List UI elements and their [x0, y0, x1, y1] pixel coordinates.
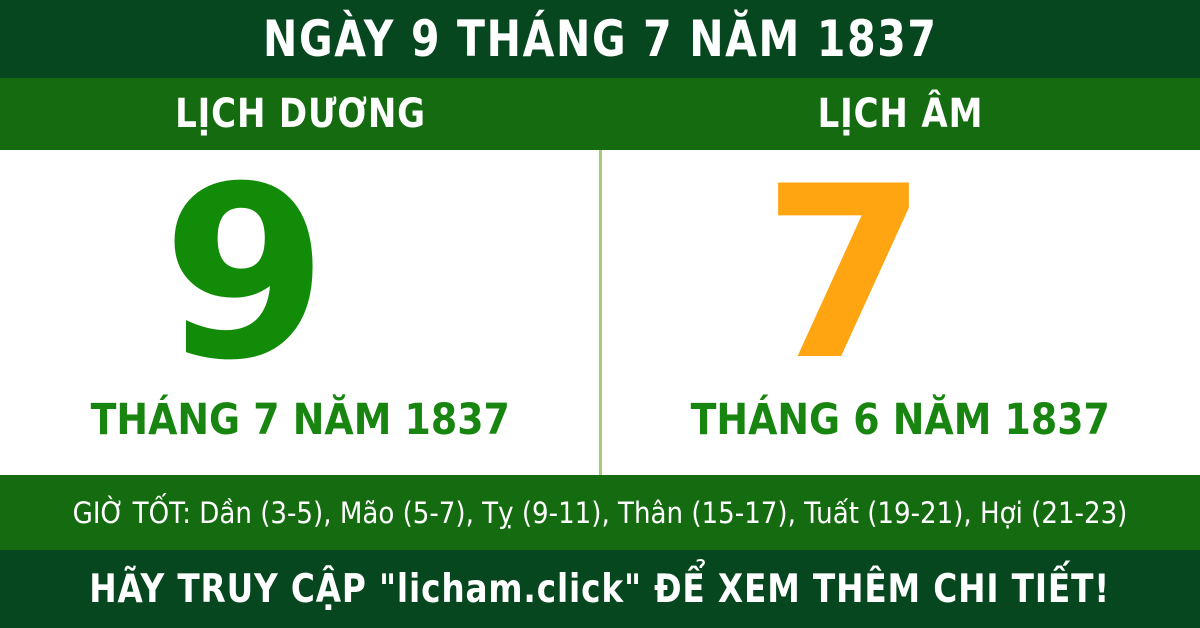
solar-month-year: THÁNG 7 NĂM 1837 [90, 395, 510, 445]
lunar-month-year: THÁNG 6 NĂM 1837 [690, 395, 1110, 445]
footer-banner: HÃY TRUY CẬP "licham.click" ĐỂ XEM THÊM … [0, 550, 1200, 628]
solar-calendar-header: LỊCH DƯƠNG [0, 78, 600, 150]
calendar-column-headers: LỊCH DƯƠNG LỊCH ÂM [0, 78, 1200, 150]
date-banner-title: NGÀY 9 THÁNG 7 NĂM 1837 [262, 10, 938, 68]
calendar-body: 9 THÁNG 7 NĂM 1837 7 THÁNG 6 NĂM 1837 [0, 150, 1200, 475]
column-divider [599, 150, 602, 475]
date-banner: NGÀY 9 THÁNG 7 NĂM 1837 [0, 0, 1200, 78]
lunar-panel: 7 THÁNG 6 NĂM 1837 [600, 150, 1200, 475]
lunar-calendar-header: LỊCH ÂM [600, 78, 1200, 150]
solar-day-number: 9 [162, 136, 328, 414]
lunar-calendar-label: LỊCH ÂM [817, 91, 983, 137]
lunar-day-number: 7 [762, 136, 928, 414]
solar-calendar-label: LỊCH DƯƠNG [174, 91, 426, 137]
good-hours-bar: GIỜ TỐT: Dần (3-5), Mão (5-7), Tỵ (9-11)… [0, 475, 1200, 550]
good-hours-text: GIỜ TỐT: Dần (3-5), Mão (5-7), Tỵ (9-11)… [72, 495, 1128, 530]
footer-call-to-action: HÃY TRUY CẬP "licham.click" ĐỂ XEM THÊM … [89, 566, 1111, 612]
solar-panel: 9 THÁNG 7 NĂM 1837 [0, 150, 600, 475]
